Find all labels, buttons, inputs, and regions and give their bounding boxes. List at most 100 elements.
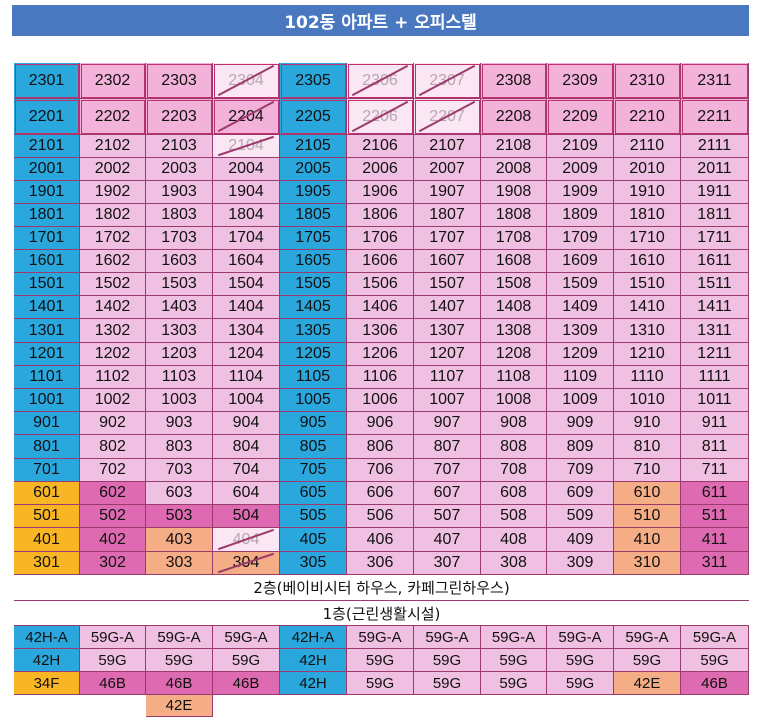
unit-label: 1504 [228,275,264,292]
unit-label: 408 [500,530,527,548]
unit-label: 2308 [495,71,532,89]
unit-label: 46B [701,674,728,692]
unit-cell-1901: 1901 [14,181,80,204]
empty-cell [481,695,547,717]
unit-label: 511 [701,507,728,524]
unit-label: 1007 [429,391,465,408]
unit-cell-408: 408 [481,528,547,552]
floor1-label: 1층(근린생활시설) [14,601,749,626]
empty-cell [547,695,614,717]
unit-cell-605: 605 [280,482,347,505]
unit-label: 602 [99,484,126,501]
unit-cell-406: 406 [347,528,414,552]
unit-label: 2104 [228,137,264,154]
unit-cell-1602: 1602 [80,250,146,273]
unit-cell-904: 904 [213,412,280,435]
unit-cell-1909: 1909 [547,181,614,204]
unit-cell-2101: 2101 [14,135,80,158]
unit-cell-1011: 1011 [681,389,749,412]
unit-cell-2002: 2002 [80,158,146,181]
unit-label: 1207 [429,345,465,362]
unit-cell-710: 710 [614,459,681,482]
unit-label: 705 [299,461,327,478]
unit-label: 710 [633,461,661,478]
unit-label: 1008 [495,391,532,408]
unit-cell-801: 801 [14,435,80,459]
unit-label: 2101 [28,137,65,154]
unit-label: 2301 [28,71,65,89]
unit-cell-1510: 1510 [614,273,681,296]
unit-label: 1803 [161,206,197,223]
unit-label: 1309 [562,321,598,339]
unit-cell-706: 706 [347,459,414,482]
unit-label: 502 [99,507,126,524]
floor-plan-grid: 2층(베이비시터 하우스, 카페그린하우스) 1층(근린생활시설) 2301 23… [14,63,749,717]
unit-label: 2008 [495,160,532,177]
unit-label: 411 [701,530,728,548]
unit-cell-1403: 1403 [146,296,213,319]
unit-cell-2007: 2007 [414,158,481,181]
unit-label: 59G [365,674,395,692]
unit-cell-307: 307 [414,552,481,575]
unit-cell-2204: 2204 [213,99,280,135]
unit-cell-1003: 1003 [146,389,213,412]
unit-cell-59g-a: 59G-A [481,626,547,649]
unit-label: 1109 [562,368,598,385]
unit-label: 1909 [562,183,598,200]
unit-label: 34F [33,674,60,692]
unit-cell-1010: 1010 [614,389,681,412]
unit-label: 1208 [495,345,532,362]
unit-cell-1908: 1908 [481,181,547,204]
unit-label: 1110 [630,368,664,385]
unit-label: 1701 [28,229,65,246]
unit-label: 42H [299,674,327,692]
unit-label: 1211 [697,345,732,362]
unit-label: 907 [433,414,461,431]
unit-cell-2105: 2105 [280,135,347,158]
unit-cell-1002: 1002 [80,389,146,412]
unit-label: 2209 [562,107,598,125]
unit-label: 59G [432,651,462,669]
empty-cell [414,695,481,717]
unit-label: 501 [33,507,60,524]
unit-label: 1503 [161,275,197,292]
unit-label: 2307 [429,71,465,89]
unit-label: 2005 [295,160,331,177]
unit-cell-902: 902 [80,412,146,435]
unit-cell-303: 303 [146,552,213,575]
unit-label: 2007 [429,160,465,177]
unit-cell-59g-a: 59G-A [213,626,280,649]
unit-label: 607 [433,484,461,501]
unit-label: 1707 [429,229,465,246]
unit-cell-1301: 1301 [14,319,80,343]
unit-cell-2111: 2111 [681,135,749,158]
unit-cell-59g: 59G [347,672,414,695]
unit-cell-2311: 2311 [681,63,749,99]
unit-label: 1702 [94,229,131,246]
unit-label: 1402 [94,298,131,315]
unit-cell-1107: 1107 [414,366,481,389]
unit-label: 59G [432,674,462,692]
empty-cell [280,695,347,717]
unit-cell-711: 711 [681,459,749,482]
unit-cell-403: 403 [146,528,213,552]
unit-label: 1308 [495,321,532,339]
unit-label: 1602 [94,252,131,269]
unit-cell-2106: 2106 [347,135,414,158]
unit-label: 1105 [295,368,331,385]
unit-label: 405 [299,530,327,548]
unit-label: 804 [232,437,260,455]
unit-label: 1802 [94,206,131,223]
unit-label: 1001 [28,391,65,408]
unit-label: 1003 [161,391,197,408]
unit-cell-2210: 2210 [614,99,681,135]
unit-cell-1207: 1207 [414,343,481,366]
unit-label: 1009 [562,391,598,408]
unit-label: 902 [99,414,126,431]
unit-cell-1211: 1211 [681,343,749,366]
unit-cell-803: 803 [146,435,213,459]
unit-cell-411: 411 [681,528,749,552]
unit-cell-504: 504 [213,505,280,528]
unit-cell-46b: 46B [681,672,749,695]
unit-label: 1011 [697,391,732,408]
